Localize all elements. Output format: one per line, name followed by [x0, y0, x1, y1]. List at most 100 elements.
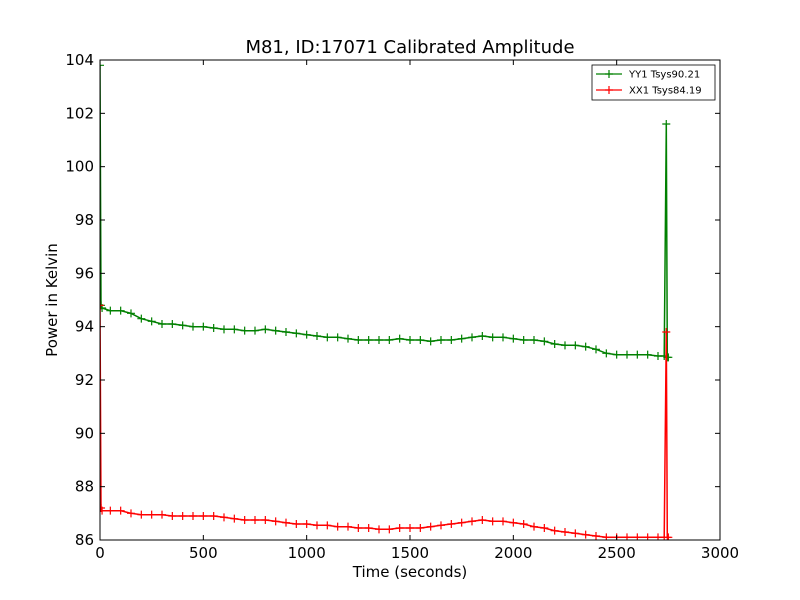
data-point: [457, 518, 466, 527]
data-point: [385, 336, 394, 344]
data-point: [127, 509, 135, 518]
data-point: [571, 341, 580, 350]
y-tick-label: 98: [75, 211, 94, 229]
data-point: [530, 336, 538, 344]
y-tick-label: 88: [75, 478, 94, 496]
data-point: [364, 524, 373, 532]
data-point: [199, 512, 208, 520]
data-point: [302, 330, 311, 339]
data-point: [147, 317, 156, 326]
data-point: [519, 336, 528, 344]
data-point: [323, 333, 332, 342]
data-point: [364, 336, 373, 344]
data-point: [581, 530, 590, 539]
y-axis-label: Power in Kelvin: [43, 243, 61, 357]
data-point: [282, 518, 290, 527]
x-tick-label: 2500: [598, 544, 636, 562]
data-point: [271, 517, 280, 526]
data-point: [100, 301, 104, 310]
data-point: [416, 524, 425, 532]
data-point: [385, 525, 394, 534]
legend-box: [591, 64, 716, 101]
data-point: [354, 336, 363, 344]
chart-title: M81, ID:17071 Calibrated Amplitude: [245, 37, 574, 58]
x-tick-label: 1000: [288, 544, 326, 562]
data-point: [313, 521, 321, 530]
data-point: [561, 341, 569, 350]
data-point: [509, 334, 518, 343]
data-point: [240, 326, 249, 335]
data-point: [127, 309, 135, 318]
data-point: [292, 520, 301, 528]
data-point: [662, 328, 671, 336]
plot-frame: [99, 59, 721, 541]
data-point: [178, 321, 187, 330]
data-point: [178, 512, 187, 520]
data-point: [499, 333, 507, 342]
data-point: [488, 517, 497, 526]
data-point: [488, 333, 497, 342]
data-point: [209, 512, 218, 520]
data-point: [344, 334, 352, 343]
data-point: [220, 325, 228, 334]
data-point: [251, 326, 259, 335]
data-point: [478, 516, 487, 524]
data-point: [189, 322, 197, 331]
data-point: [106, 506, 115, 515]
data-point: [137, 510, 146, 519]
data-point: [354, 524, 363, 532]
data-point: [395, 334, 404, 343]
y-tick-label: 100: [65, 158, 94, 176]
series-1: [100, 301, 673, 540]
data-point: [302, 520, 311, 528]
x-axis-label: Time (seconds): [352, 563, 468, 581]
data-point: [158, 320, 166, 328]
data-point: [333, 522, 342, 531]
data-point: [137, 314, 146, 323]
data-point: [612, 350, 621, 359]
data-point: [230, 514, 239, 523]
data-point: [100, 506, 107, 515]
y-tick-label: 104: [65, 51, 94, 69]
data-point: [375, 525, 383, 534]
data-point: [158, 510, 166, 519]
data-point: [116, 506, 125, 515]
data-point: [106, 306, 115, 315]
data-point: [116, 306, 125, 315]
data-point: [189, 512, 197, 520]
legend-label: XX1 Tsys84.19: [629, 86, 702, 97]
x-tick-label: 0: [95, 544, 105, 562]
data-point: [447, 520, 456, 528]
data-point: [447, 336, 456, 344]
data-point: [643, 350, 652, 359]
data-point: [550, 340, 559, 348]
y-tick-label: 102: [65, 104, 94, 122]
data-point: [426, 337, 435, 346]
data-point: [168, 320, 177, 328]
plot-area: [100, 61, 673, 540]
data-point: [406, 524, 414, 532]
data-point: [499, 517, 507, 526]
data-point: [261, 516, 270, 524]
data-point: [100, 61, 104, 70]
data-point: [199, 322, 208, 331]
data-point: [437, 336, 445, 344]
x-tick-label: 3000: [701, 544, 739, 562]
data-point: [457, 334, 466, 343]
data-point: [344, 522, 352, 531]
legend-label: YY1 Tsys90.21: [628, 70, 700, 81]
data-point: [251, 516, 259, 524]
data-point: [478, 332, 487, 340]
data-point: [550, 526, 559, 535]
x-tick-label: 500: [189, 544, 218, 562]
data-point: [282, 328, 290, 336]
data-point: [230, 325, 239, 334]
legend-marker: [605, 86, 613, 94]
legend-marker: [605, 70, 613, 78]
data-point: [375, 336, 383, 344]
data-point: [561, 528, 569, 536]
x-tick-label: 2000: [494, 544, 532, 562]
data-point: [406, 336, 414, 344]
data-point: [395, 524, 404, 532]
y-tick-label: 94: [75, 318, 94, 336]
